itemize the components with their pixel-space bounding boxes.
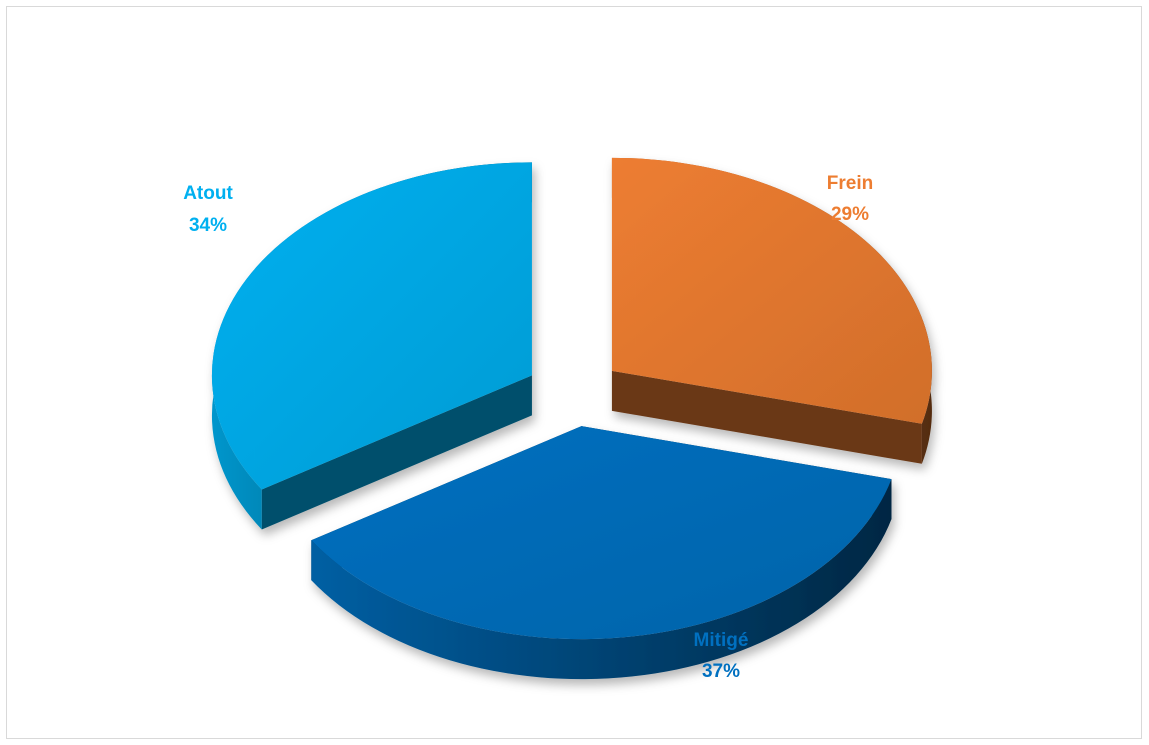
slice-name-label: Frein bbox=[827, 173, 873, 194]
slice-top bbox=[211, 162, 532, 490]
slice-cut-face bbox=[261, 375, 532, 530]
slice-cut-face bbox=[611, 370, 922, 464]
slice-value-label: 29% bbox=[831, 204, 869, 225]
pie-slice bbox=[611, 157, 932, 464]
slice-name-label: Mitigé bbox=[694, 630, 749, 651]
slice-top bbox=[311, 426, 892, 640]
slice-name-label: Atout bbox=[183, 183, 233, 204]
slice-value-label: 34% bbox=[189, 215, 227, 236]
pie-labels: Frein 29% Mitigé 37% Atout 34% bbox=[183, 173, 873, 682]
pie-slice bbox=[211, 162, 532, 530]
pie-slice bbox=[311, 426, 892, 680]
slice-outer-side bbox=[311, 479, 892, 680]
slice-top bbox=[611, 157, 932, 424]
pie-slices bbox=[211, 157, 932, 680]
slice-value-label: 37% bbox=[702, 661, 740, 682]
